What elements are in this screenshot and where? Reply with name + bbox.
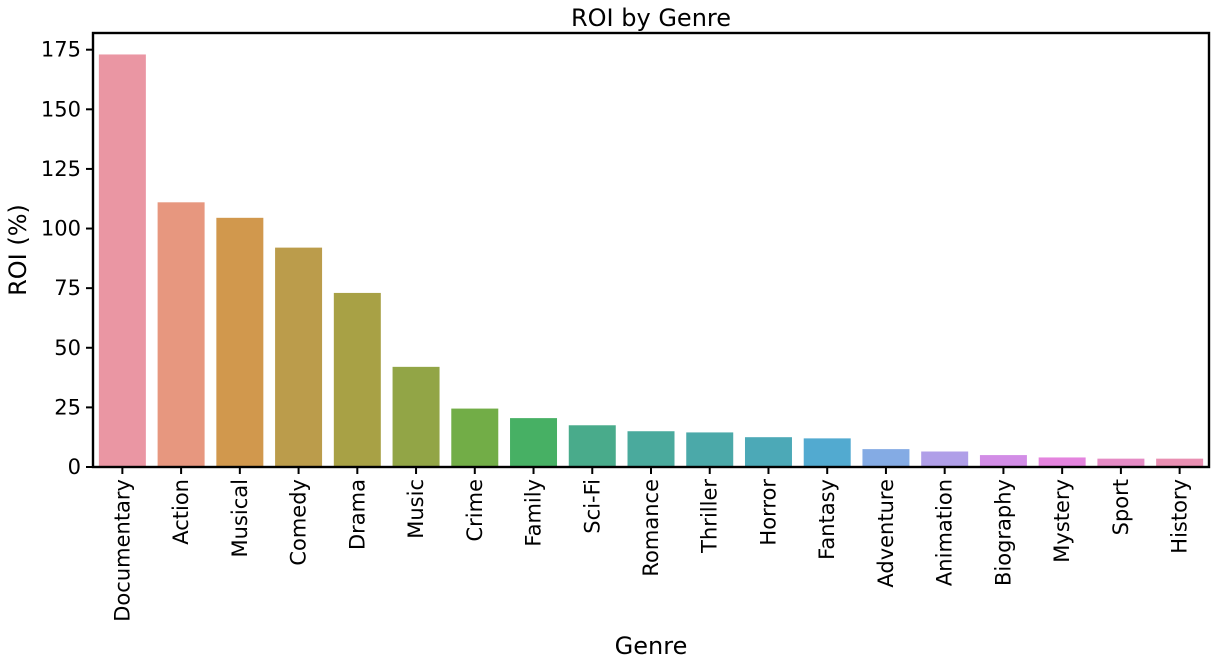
bar-thriller <box>686 432 734 467</box>
chart-title: ROI by Genre <box>571 4 731 32</box>
bar-adventure <box>862 449 910 467</box>
x-tick-label: Sport <box>1109 479 1133 535</box>
x-tick-label: Thriller <box>698 479 722 554</box>
y-tick-label: 175 <box>41 38 81 62</box>
bar-biography <box>979 455 1027 467</box>
y-tick-label: 50 <box>54 336 81 360</box>
bar-musical <box>216 217 264 467</box>
x-tick-label: Fantasy <box>815 479 839 560</box>
x-tick-label: Sci-Fi <box>580 479 604 534</box>
x-tick-label: Adventure <box>874 479 898 588</box>
y-axis-label: ROI (%) <box>4 204 32 296</box>
x-tick-label: History <box>1168 479 1192 554</box>
bar-drama <box>333 292 381 467</box>
y-axis: 0 25 50 75 100 125 150 175 <box>41 38 93 479</box>
bar-sport <box>1097 458 1145 467</box>
y-tick-label: 150 <box>41 97 81 121</box>
x-tick-label: Music <box>404 479 428 539</box>
x-axis-label: Genre <box>615 632 688 660</box>
x-tick-label: Drama <box>345 479 369 550</box>
bar-music <box>392 366 440 467</box>
bars-group <box>98 54 1204 468</box>
bar-sci-fi <box>568 425 616 467</box>
bar-horror <box>744 437 792 467</box>
bar-family <box>510 418 558 467</box>
y-tick-label: 75 <box>54 276 81 300</box>
x-tick-label: Horror <box>756 479 780 546</box>
x-tick-label: Mystery <box>1050 479 1074 563</box>
y-tick-label: 25 <box>54 395 81 419</box>
x-tick-label: Family <box>522 479 546 547</box>
x-tick-label: Action <box>169 479 193 545</box>
y-tick-label: 0 <box>68 455 81 479</box>
y-tick-label: 100 <box>41 217 81 241</box>
x-tick-label: Crime <box>463 479 487 542</box>
y-tick-label: 125 <box>41 157 81 181</box>
x-tick-label: Musical <box>228 479 252 557</box>
bar-animation <box>921 451 969 467</box>
bar-comedy <box>275 247 323 467</box>
x-tick-label: Comedy <box>287 479 311 566</box>
bar-crime <box>451 408 499 467</box>
bar-documentary <box>98 54 146 468</box>
bar-action <box>157 202 205 467</box>
bar-fantasy <box>803 438 851 467</box>
x-axis: Documentary Action Musical Comedy Drama Music… <box>110 467 1192 622</box>
bar-mystery <box>1038 457 1086 467</box>
x-tick-label: Documentary <box>110 479 134 622</box>
bar-romance <box>627 431 675 467</box>
x-tick-label: Biography <box>991 479 1015 586</box>
plot-frame <box>91 31 1211 469</box>
x-tick-label: Animation <box>933 479 957 586</box>
bar-history <box>1156 458 1204 467</box>
x-tick-label: Romance <box>639 479 663 577</box>
